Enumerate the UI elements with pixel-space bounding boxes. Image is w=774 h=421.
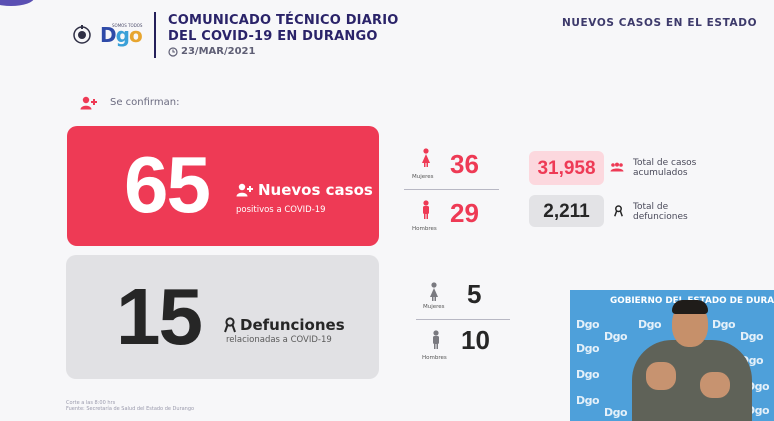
new-cases-count: 65 [124, 140, 211, 229]
divider [404, 189, 499, 190]
total-cases-label-line1: Total de casos [633, 158, 697, 168]
video-tile: Dgo [604, 330, 628, 343]
new-cases-label: Nuevos casos [236, 181, 373, 199]
total-cases-pill [529, 151, 604, 185]
clock-icon [168, 46, 178, 57]
top-corner-shape [0, 0, 34, 6]
total-deaths-value: 2,211 [543, 201, 590, 222]
cases-women-label: Mujeres [412, 174, 434, 180]
man-icon [423, 200, 429, 219]
durango-seal-icon [73, 25, 91, 44]
section-label: NUEVOS CASOS EN EL ESTADO [562, 17, 758, 29]
ribbon-icon [614, 205, 623, 217]
total-deaths-label-line1: Total de [633, 202, 669, 212]
deaths-count: 15 [116, 272, 203, 361]
page-title: COMUNICADO TÉCNICO DIARIO DEL COVID-19 E… [168, 13, 398, 45]
video-tile: Dgo [712, 318, 736, 331]
title-line-2: DEL COVID-19 EN DURANGO [168, 29, 378, 44]
deaths-sublabel: relacionadas a COVID-19 [226, 335, 332, 345]
interpreter-hair [672, 300, 708, 314]
report-date: 23/MAR/2021 [168, 46, 255, 57]
video-tile: Dgo [576, 368, 600, 381]
deaths-women-count: 5 [467, 279, 482, 309]
date-text: 23/MAR/2021 [181, 46, 256, 57]
interpreter-hand [700, 372, 730, 398]
video-tile: Dgo [576, 394, 600, 407]
video-tile: Dgo [576, 318, 600, 331]
video-tile: Dgo [604, 406, 628, 419]
footer-line-1: Corte a las 8:00 hrs [66, 400, 116, 406]
woman-icon [422, 148, 430, 167]
total-cases-label-line2: acumulados [633, 168, 688, 178]
video-tile: Dgo [576, 342, 600, 355]
add-person-icon [80, 96, 97, 110]
cases-women-count: 36 [450, 149, 479, 179]
deaths-card [66, 255, 379, 379]
divider [416, 319, 510, 320]
video-banner: GOBIERNO DEL ESTADO DE DURANGO [610, 296, 774, 306]
deaths-label: Defunciones [224, 316, 345, 334]
header-divider [154, 12, 156, 58]
new-cases-sublabel: positivos a COVID-19 [236, 205, 326, 215]
dgo-logo: Dgo [100, 23, 143, 47]
deaths-men-count: 10 [461, 325, 490, 355]
deaths-label-text: Defunciones [240, 316, 345, 334]
interpreter-video: GOBIERNO DEL ESTADO DE DURANGO Dgo Dgo D… [570, 290, 774, 421]
total-cases-value: 31,958 [537, 158, 596, 179]
cases-men-count: 29 [450, 198, 479, 228]
add-person-icon [236, 183, 253, 197]
new-cases-label-text: Nuevos casos [258, 181, 373, 199]
title-line-1: COMUNICADO TÉCNICO DIARIO [168, 13, 399, 28]
logo-tagline: SOMOS TODOS [112, 23, 143, 28]
video-tile: Dgo [740, 330, 764, 343]
deaths-men-label: Hombres [422, 355, 447, 361]
total-deaths-pill [529, 195, 604, 227]
interpreter-hand [646, 362, 676, 390]
total-deaths-label: Total de defunciones [633, 202, 713, 222]
woman-icon [430, 282, 438, 301]
total-cases-label: Total de casos acumulados [633, 158, 713, 178]
new-cases-card [67, 126, 379, 246]
cases-men-label: Hombres [412, 226, 437, 232]
footer-line-2: Fuente: Secretaría de Salud del Estado d… [66, 406, 195, 412]
footer-note: Corte a las 8:00 hrs Fuente: Secretaría … [66, 400, 194, 412]
man-icon [433, 330, 439, 349]
video-tile: Dgo [638, 318, 662, 331]
confirm-label: Se confirman: [110, 97, 180, 108]
deaths-women-label: Mujeres [423, 304, 445, 310]
ribbon-icon [224, 317, 236, 333]
total-deaths-label-line2: defunciones [633, 212, 688, 222]
group-icon [610, 162, 624, 172]
